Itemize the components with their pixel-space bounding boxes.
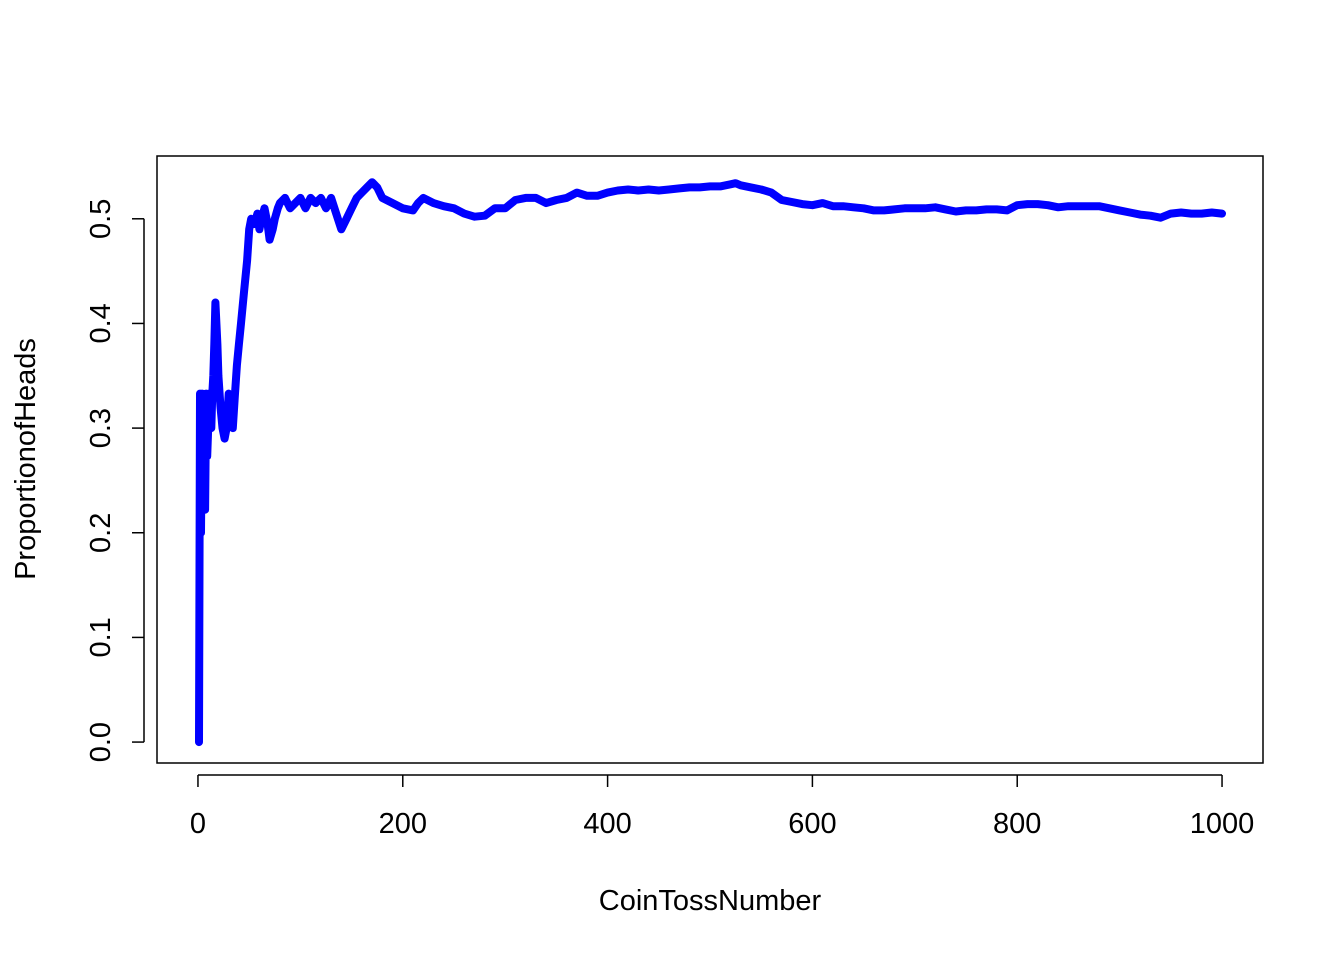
y-axis: 0.0 0.1 0.2 0.3 0.4 0.5 (85, 199, 145, 762)
x-axis-title: CoinTossNumber (599, 885, 822, 917)
y-tick-label: 0.1 (85, 617, 117, 657)
series-layer (195, 178, 1226, 747)
x-tick-label: 0 (190, 808, 206, 840)
x-tick-label: 1000 (1190, 808, 1255, 840)
y-tick-label: 0.3 (85, 408, 117, 448)
x-axis: 0 200 400 600 800 1000 (190, 774, 1255, 840)
y-tick-label: 0.4 (85, 303, 117, 343)
y-tick-label: 0.5 (85, 199, 117, 239)
x-tick-label: 400 (583, 808, 631, 840)
y-tick-label: 0.0 (85, 722, 117, 762)
y-tick-label: 0.2 (85, 513, 117, 553)
plot-box (156, 155, 1264, 764)
x-tick-label: 600 (788, 808, 836, 840)
x-tick-label: 800 (993, 808, 1041, 840)
series-line (195, 178, 1226, 747)
y-axis-title: ProportionofHeads (10, 338, 42, 580)
x-tick-label: 200 (379, 808, 427, 840)
